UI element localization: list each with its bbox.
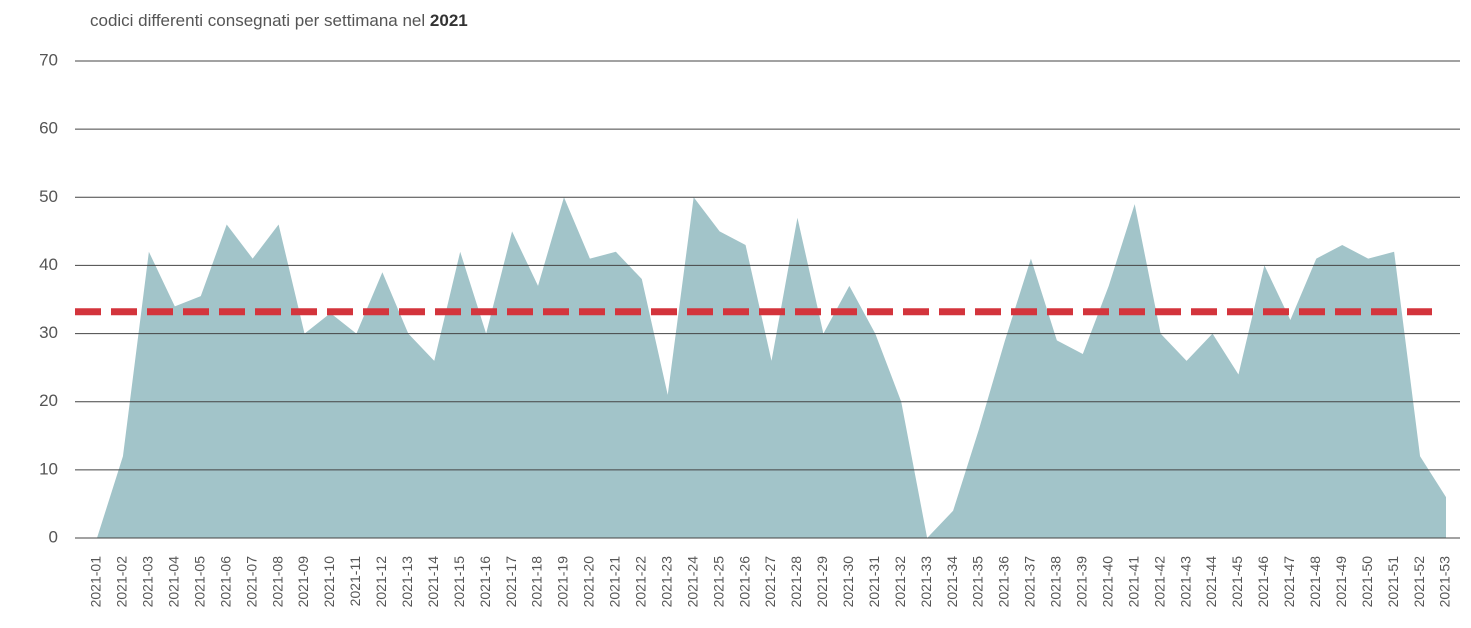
x-tick-label: 2021-15	[451, 556, 467, 608]
x-tick-label: 2021-52	[1411, 556, 1427, 608]
y-tick-label: 50	[39, 187, 58, 206]
x-tick-label: 2021-02	[114, 556, 130, 608]
x-tick-label: 2021-28	[788, 556, 804, 608]
x-tick-label: 2021-25	[710, 556, 726, 608]
x-tick-label: 2021-42	[1151, 556, 1167, 608]
x-tick-label: 2021-51	[1385, 556, 1401, 608]
x-tick-label: 2021-48	[1307, 556, 1323, 608]
x-tick-label: 2021-29	[814, 556, 830, 608]
x-tick-label: 2021-01	[88, 556, 104, 608]
x-tick-label: 2021-13	[399, 556, 415, 608]
title-year: 2021	[430, 11, 468, 30]
x-tick-label: 2021-39	[1074, 556, 1090, 608]
x-tick-label: 2021-14	[425, 556, 441, 608]
x-tick-label: 2021-33	[918, 556, 934, 608]
x-tick-label: 2021-19	[555, 556, 571, 608]
x-tick-label: 2021-34	[944, 556, 960, 608]
x-tick-label: 2021-49	[1333, 556, 1349, 608]
x-tick-label: 2021-16	[477, 556, 493, 608]
x-tick-label: 2021-08	[269, 556, 285, 608]
x-tick-label: 2021-18	[529, 556, 545, 608]
x-tick-label: 2021-38	[1048, 556, 1064, 608]
x-tick-label: 2021-43	[1177, 556, 1193, 608]
y-tick-label: 10	[39, 459, 58, 478]
chart-title: codici differenti consegnati per settima…	[90, 11, 468, 30]
x-tick-label: 2021-07	[243, 556, 259, 608]
x-tick-label: 2021-40	[1099, 556, 1115, 608]
x-tick-label: 2021-46	[1255, 556, 1271, 608]
x-tick-label: 2021-10	[321, 556, 337, 608]
x-tick-label: 2021-03	[140, 556, 156, 608]
area	[97, 197, 1446, 539]
x-tick-label: 2021-53	[1437, 556, 1453, 608]
x-tick-label: 2021-21	[607, 556, 623, 608]
x-tick-label: 2021-06	[217, 556, 233, 608]
x-tick-label: 2021-20	[581, 556, 597, 608]
x-tick-label: 2021-41	[1125, 556, 1141, 608]
x-tick-label: 2021-05	[191, 556, 207, 608]
x-tick-label: 2021-27	[762, 556, 778, 608]
y-tick-label: 20	[39, 391, 58, 410]
x-tick-label: 2021-36	[996, 556, 1012, 608]
x-tick-label: 2021-23	[658, 556, 674, 608]
x-tick-label: 2021-44	[1203, 556, 1219, 608]
x-tick-label: 2021-31	[866, 556, 882, 608]
y-tick-label: 60	[39, 119, 58, 138]
x-tick-label: 2021-04	[166, 556, 182, 608]
y-tick-label: 0	[49, 527, 58, 546]
x-tick-label: 2021-26	[736, 556, 752, 608]
x-tick-label: 2021-24	[684, 556, 700, 608]
x-tick-label: 2021-37	[1022, 556, 1038, 608]
x-tick-label: 2021-47	[1281, 556, 1297, 608]
x-tick-label: 2021-45	[1229, 556, 1245, 608]
x-tick-label: 2021-50	[1359, 556, 1375, 608]
title-text: codici differenti consegnati per settima…	[90, 11, 425, 30]
x-tick-label: 2021-17	[503, 556, 519, 608]
x-tick-label: 2021-09	[295, 556, 311, 608]
x-tick-label: 2021-35	[970, 556, 986, 608]
y-tick-label: 30	[39, 323, 58, 342]
x-tick-label: 2021-11	[347, 556, 363, 607]
x-tick-label: 2021-12	[373, 556, 389, 608]
x-tick-label: 2021-22	[632, 556, 648, 608]
x-tick-label: 2021-32	[892, 556, 908, 608]
y-tick-label: 70	[39, 50, 58, 69]
x-tick-label: 2021-30	[840, 556, 856, 608]
y-tick-label: 40	[39, 255, 58, 274]
